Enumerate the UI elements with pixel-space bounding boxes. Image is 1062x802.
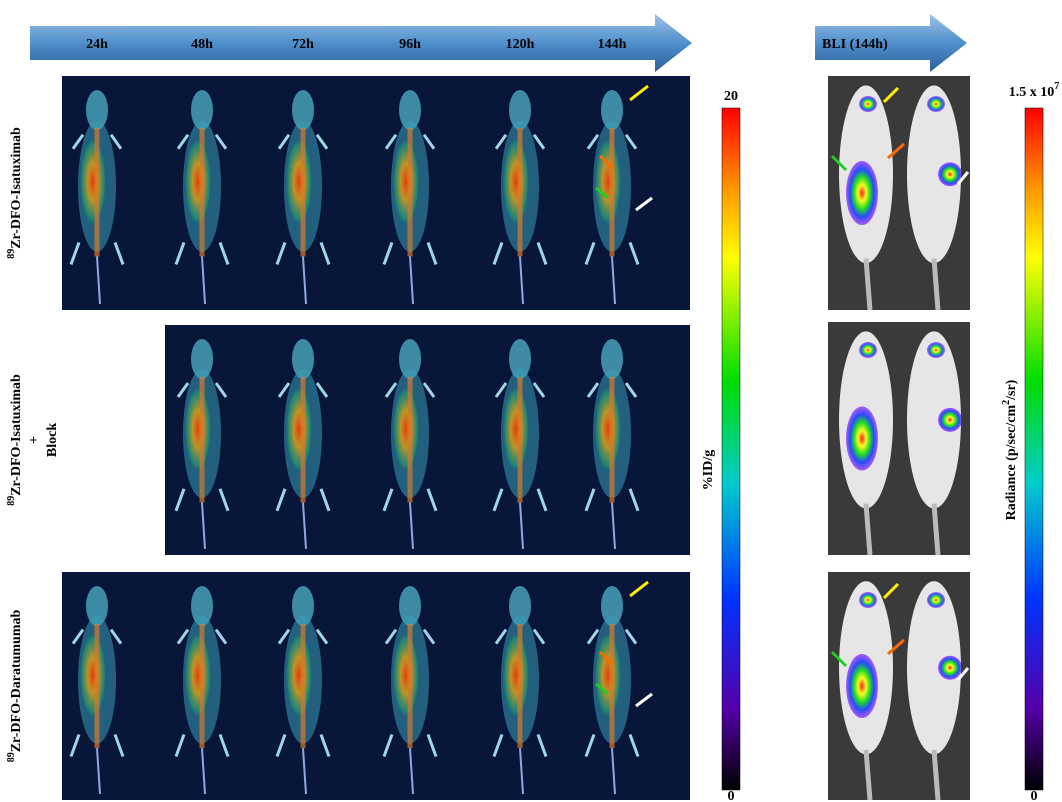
- bli-signal: [927, 96, 945, 112]
- bli-label: Radiance (p/sec/cm2/sr): [1001, 379, 1019, 520]
- bli-signal: [927, 592, 945, 608]
- row-name: Zr-DFO-Isatuximab: [9, 127, 24, 249]
- uptake: [79, 630, 107, 721]
- bli-label-b: /sr): [1004, 379, 1019, 401]
- bli-label-a: Radiance (p/sec/cm: [1004, 405, 1019, 521]
- bli-max-exp: 7: [1054, 81, 1059, 92]
- uptake: [502, 630, 530, 721]
- bli-signal: [927, 342, 945, 358]
- timepoint-label: 24h: [86, 37, 108, 52]
- uptake: [594, 135, 622, 229]
- bli-signal: [859, 342, 877, 358]
- bli-max: 1.5 x 107: [1009, 81, 1060, 100]
- row-plus: +: [27, 436, 42, 444]
- uptake: [502, 383, 530, 475]
- uptake: [392, 135, 420, 229]
- uptake: [285, 135, 313, 229]
- uptake: [184, 383, 212, 475]
- row-label: 89Zr-DFO-Isatuximab: [6, 127, 24, 259]
- uptake: [594, 383, 622, 475]
- bli-signal: [859, 592, 877, 608]
- timepoint-label: 48h: [191, 37, 213, 52]
- uptake: [502, 135, 530, 229]
- uptake: [184, 630, 212, 721]
- uptake: [392, 383, 420, 475]
- uptake: [184, 135, 212, 229]
- uptake: [285, 630, 313, 721]
- uptake: [79, 135, 107, 229]
- bli-signal: [846, 161, 878, 225]
- pet-min: 0: [728, 789, 735, 802]
- isotope: 89: [6, 752, 17, 762]
- bli-colorbar: [1025, 108, 1043, 790]
- bli-min: 0: [1031, 789, 1038, 802]
- figure: BLI (144h) 20 0 %ID/g 1.5 x 107 0 Radian…: [0, 0, 1062, 802]
- bli-max-base: 1.5 x 10: [1009, 85, 1055, 100]
- row-label: 89Zr-DFO-Daratumumab: [6, 609, 24, 762]
- time-arrow: [30, 14, 692, 72]
- row-label: 89Zr-DFO-Isatuximab: [6, 374, 24, 506]
- timepoint-label: 120h: [506, 37, 535, 52]
- uptake: [594, 630, 622, 721]
- bli-signal: [938, 408, 962, 432]
- bli-signal: [846, 654, 878, 718]
- pet-colorbar: [722, 108, 740, 790]
- timepoint-label: 72h: [292, 37, 314, 52]
- bli-signal: [859, 96, 877, 112]
- bli-signal: [846, 407, 878, 471]
- isotope: 89: [6, 249, 17, 259]
- uptake: [392, 630, 420, 721]
- row-extra: Block: [45, 423, 60, 457]
- bli-label: BLI (144h): [822, 37, 888, 52]
- row-name: Zr-DFO-Isatuximab: [9, 374, 24, 496]
- pet-max: 20: [724, 89, 738, 104]
- timepoint-label: 96h: [399, 37, 421, 52]
- uptake: [285, 383, 313, 475]
- row-name: Zr-DFO-Daratumumab: [9, 609, 24, 752]
- bli-signal: [938, 656, 962, 680]
- timepoint-label: 144h: [598, 37, 627, 52]
- isotope: 89: [6, 496, 17, 506]
- pet-label: %ID/g: [701, 450, 716, 490]
